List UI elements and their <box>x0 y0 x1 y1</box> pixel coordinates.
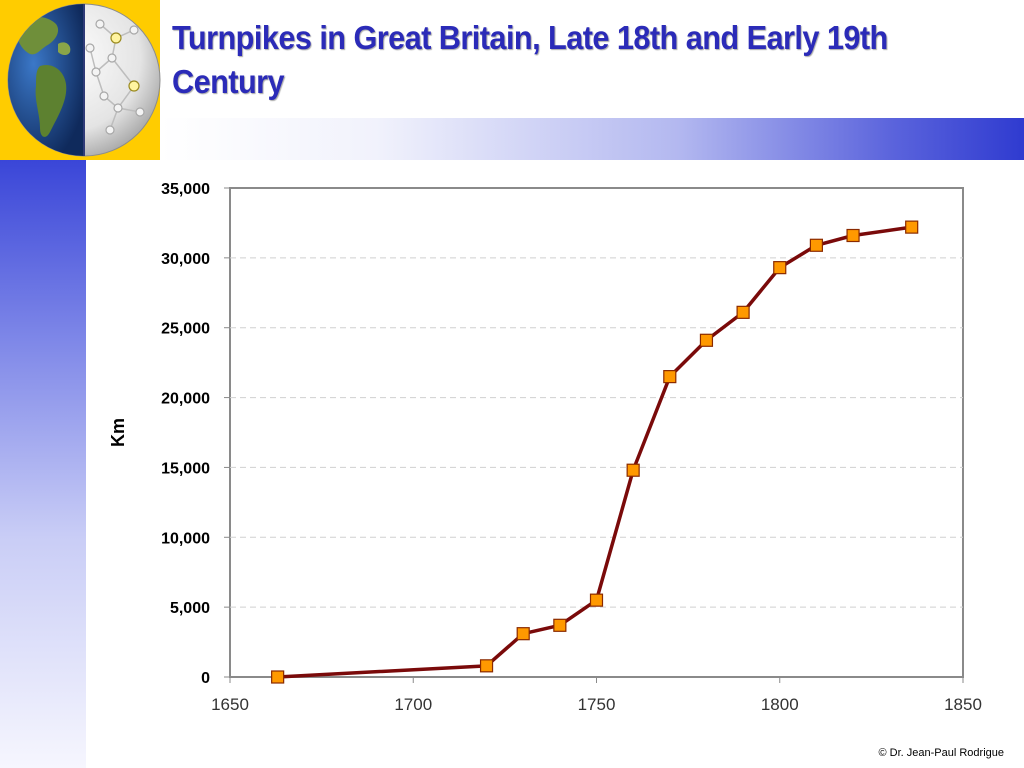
left-gradient-band <box>0 160 86 768</box>
y-tick-label: 5,000 <box>170 600 210 617</box>
copyright-notice: © Dr. Jean-Paul Rodrigue <box>878 747 1004 759</box>
y-tick-label: 35,000 <box>161 181 210 198</box>
slide-title: Turnpikes in Great Britain, Late 18th an… <box>172 19 888 100</box>
data-point <box>809 238 824 252</box>
y-axis-label: Km <box>108 418 128 447</box>
header-gradient-band <box>160 118 1024 160</box>
data-point <box>626 463 640 477</box>
data-point <box>699 333 714 347</box>
data-point <box>516 627 530 641</box>
data-point <box>589 593 604 607</box>
data-point <box>905 220 919 234</box>
data-point <box>553 618 567 632</box>
data-point <box>479 659 494 673</box>
y-tick-label: 20,000 <box>161 391 210 408</box>
y-tick-label: 0 <box>201 670 210 687</box>
y-tick-label: 25,000 <box>161 321 210 338</box>
x-tick-label: 1850 <box>944 695 982 714</box>
data-point <box>736 305 750 319</box>
data-point <box>663 370 677 384</box>
globe-network-icon <box>7 3 161 157</box>
x-tick-label: 1750 <box>578 695 616 714</box>
data-point <box>773 261 787 275</box>
x-tick-label: 1650 <box>211 695 249 714</box>
y-tick-label: 15,000 <box>161 460 210 477</box>
y-tick-label: 30,000 <box>161 251 210 268</box>
x-tick-label: 1700 <box>394 695 432 714</box>
y-tick-label: 10,000 <box>161 530 210 547</box>
data-point <box>846 228 860 243</box>
x-tick-label: 1800 <box>761 695 799 714</box>
data-point <box>271 670 285 684</box>
